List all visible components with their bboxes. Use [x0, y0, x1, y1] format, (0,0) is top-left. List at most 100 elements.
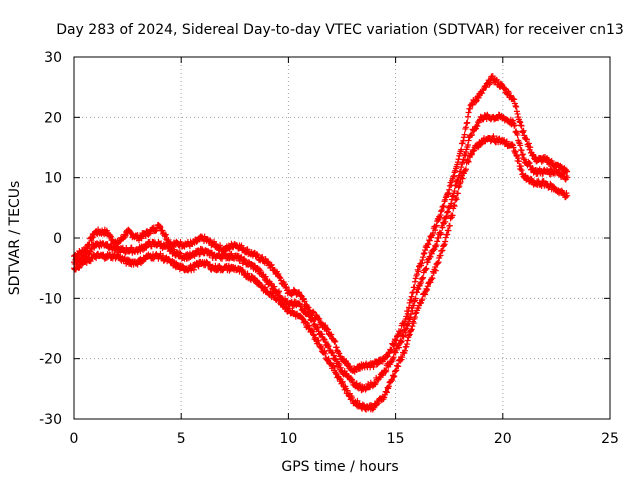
data-point [159, 227, 166, 234]
data-point [241, 256, 248, 263]
data-point [392, 349, 399, 356]
data-point [391, 341, 398, 348]
data-point [442, 218, 449, 225]
y-tick-label: 10 [44, 171, 62, 187]
data-point [415, 305, 422, 312]
data-point [336, 361, 343, 368]
x-tick-label: 5 [177, 431, 186, 447]
data-point [217, 242, 224, 249]
data-point [463, 120, 470, 127]
data-point [427, 279, 434, 286]
data-point [89, 234, 96, 241]
data-point [440, 202, 447, 209]
data-point [401, 347, 408, 354]
data-point [490, 133, 497, 140]
data-point [412, 278, 419, 285]
data-point [353, 380, 360, 387]
data-point [435, 235, 442, 241]
data-point [324, 326, 331, 333]
data-point [529, 151, 536, 158]
data-point [475, 144, 482, 151]
data-point [503, 138, 510, 145]
data-point [261, 284, 268, 291]
data-point [408, 326, 415, 333]
axis-ticks: 0 5 10 15 20 25 -30 -20 -10 0 10 20 30 [39, 50, 619, 447]
chart-title: Day 283 of 2024, Sidereal Day-to-day VTE… [56, 22, 624, 38]
data-point [418, 279, 425, 286]
data-point [228, 250, 235, 257]
data-point [523, 136, 530, 143]
data-point [271, 283, 278, 290]
data-point [419, 296, 426, 303]
data-point [521, 156, 528, 163]
data-point [425, 241, 432, 248]
data-point [511, 96, 518, 103]
x-tick-label: 15 [387, 431, 405, 447]
data-point [152, 228, 159, 235]
data-point [434, 260, 441, 267]
data-point [432, 227, 439, 234]
y-tick-label: 0 [53, 231, 62, 247]
data-point [383, 389, 390, 396]
data-point [460, 137, 467, 144]
data-point [198, 246, 205, 253]
data-point [418, 276, 425, 283]
data-point [470, 147, 477, 154]
data-point [137, 248, 144, 255]
series-lower [71, 133, 571, 413]
data-point [341, 386, 348, 393]
data-point [475, 94, 482, 101]
data-point [397, 328, 404, 335]
data-points [71, 73, 571, 413]
data-point [473, 98, 479, 105]
data-point [517, 142, 524, 149]
data-point [325, 355, 332, 362]
data-point [474, 93, 481, 100]
data-point [511, 122, 518, 129]
data-point [330, 352, 337, 359]
data-point [518, 147, 525, 154]
data-point [322, 322, 329, 329]
data-point [244, 270, 251, 277]
data-point [464, 119, 471, 126]
data-point [440, 242, 447, 249]
data-point [476, 117, 483, 124]
data-point [391, 373, 398, 380]
data-point [444, 231, 451, 238]
data-point [415, 285, 422, 292]
data-point [515, 155, 522, 162]
data-point [460, 156, 467, 163]
data-point [563, 190, 570, 197]
data-point [408, 293, 415, 300]
data-point [433, 222, 440, 229]
data-point [559, 189, 566, 196]
data-point [497, 80, 504, 87]
data-point [349, 376, 356, 383]
data-point [524, 174, 531, 181]
data-point [426, 237, 433, 244]
data-point [420, 250, 427, 257]
data-point [143, 244, 150, 251]
data-point [438, 207, 445, 214]
data-point [449, 193, 456, 200]
data-point [466, 105, 473, 112]
data-point [339, 379, 345, 386]
data-point [427, 253, 434, 260]
data-point [402, 329, 409, 336]
data-point [336, 350, 343, 357]
data-point [336, 375, 343, 382]
data-point [316, 315, 323, 322]
data-point [404, 337, 411, 344]
y-tick-label: -30 [39, 412, 62, 428]
data-point [408, 311, 415, 318]
data-point [465, 158, 472, 165]
data-point [162, 231, 169, 238]
data-point [424, 283, 431, 290]
data-point [462, 166, 469, 173]
data-point [298, 303, 305, 310]
data-point [512, 148, 519, 155]
data-point [107, 232, 114, 239]
data-point [261, 285, 268, 292]
data-point [457, 179, 464, 186]
data-point [453, 196, 460, 203]
